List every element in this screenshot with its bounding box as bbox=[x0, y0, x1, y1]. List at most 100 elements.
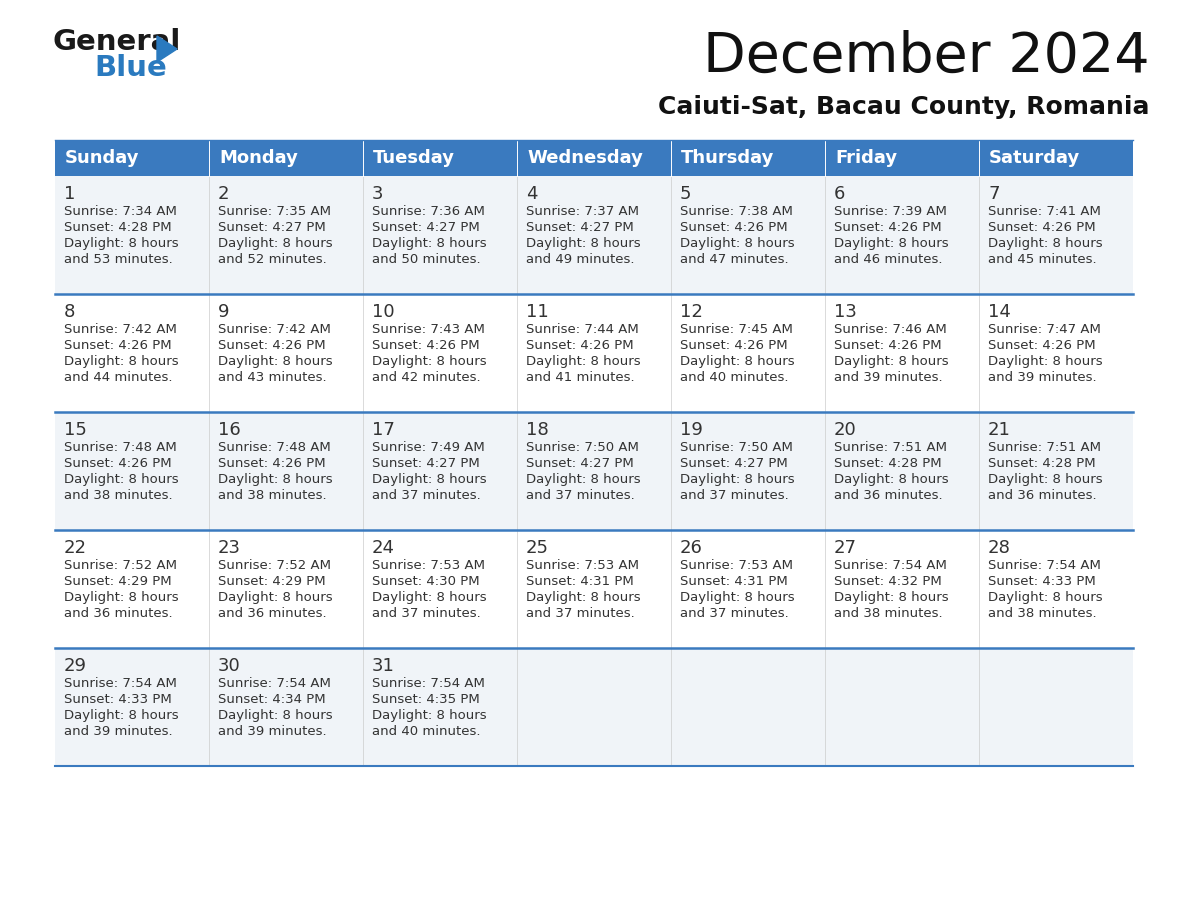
Text: and 38 minutes.: and 38 minutes. bbox=[834, 607, 942, 620]
Text: Sunset: 4:27 PM: Sunset: 4:27 PM bbox=[372, 221, 480, 234]
Text: Sunrise: 7:48 AM: Sunrise: 7:48 AM bbox=[219, 441, 330, 454]
Text: Sunset: 4:28 PM: Sunset: 4:28 PM bbox=[834, 457, 942, 470]
Text: Daylight: 8 hours: Daylight: 8 hours bbox=[526, 591, 640, 604]
Text: and 47 minutes.: and 47 minutes. bbox=[680, 253, 789, 266]
Text: 20: 20 bbox=[834, 421, 857, 439]
Text: Sunset: 4:30 PM: Sunset: 4:30 PM bbox=[372, 575, 480, 588]
Polygon shape bbox=[157, 36, 177, 62]
Text: Sunrise: 7:50 AM: Sunrise: 7:50 AM bbox=[526, 441, 639, 454]
Text: Sunset: 4:26 PM: Sunset: 4:26 PM bbox=[64, 457, 171, 470]
Text: Sunset: 4:31 PM: Sunset: 4:31 PM bbox=[526, 575, 633, 588]
Text: Daylight: 8 hours: Daylight: 8 hours bbox=[526, 237, 640, 250]
Text: and 50 minutes.: and 50 minutes. bbox=[372, 253, 481, 266]
Text: Sunrise: 7:51 AM: Sunrise: 7:51 AM bbox=[834, 441, 947, 454]
Text: 24: 24 bbox=[372, 539, 394, 557]
Bar bbox=[55, 140, 1133, 176]
Text: Daylight: 8 hours: Daylight: 8 hours bbox=[526, 473, 640, 486]
Text: Sunrise: 7:35 AM: Sunrise: 7:35 AM bbox=[219, 205, 331, 218]
Text: Sunset: 4:33 PM: Sunset: 4:33 PM bbox=[988, 575, 1095, 588]
Text: Daylight: 8 hours: Daylight: 8 hours bbox=[219, 237, 333, 250]
Text: Daylight: 8 hours: Daylight: 8 hours bbox=[834, 473, 949, 486]
Text: and 38 minutes.: and 38 minutes. bbox=[988, 607, 1097, 620]
Text: and 37 minutes.: and 37 minutes. bbox=[680, 607, 789, 620]
Text: Sunrise: 7:47 AM: Sunrise: 7:47 AM bbox=[988, 323, 1101, 336]
Text: Daylight: 8 hours: Daylight: 8 hours bbox=[680, 591, 795, 604]
Text: 4: 4 bbox=[526, 185, 537, 203]
Text: Sunset: 4:34 PM: Sunset: 4:34 PM bbox=[219, 693, 326, 706]
Text: Sunrise: 7:54 AM: Sunrise: 7:54 AM bbox=[64, 677, 177, 690]
Text: 18: 18 bbox=[526, 421, 549, 439]
Text: Daylight: 8 hours: Daylight: 8 hours bbox=[372, 709, 487, 722]
Text: 19: 19 bbox=[680, 421, 703, 439]
Text: Tuesday: Tuesday bbox=[373, 149, 455, 167]
Text: Daylight: 8 hours: Daylight: 8 hours bbox=[526, 355, 640, 368]
Text: Daylight: 8 hours: Daylight: 8 hours bbox=[219, 709, 333, 722]
Text: Sunrise: 7:48 AM: Sunrise: 7:48 AM bbox=[64, 441, 177, 454]
Text: 27: 27 bbox=[834, 539, 857, 557]
Text: and 52 minutes.: and 52 minutes. bbox=[219, 253, 327, 266]
Text: Sunrise: 7:52 AM: Sunrise: 7:52 AM bbox=[219, 559, 331, 572]
Text: Sunset: 4:29 PM: Sunset: 4:29 PM bbox=[219, 575, 326, 588]
Text: 3: 3 bbox=[372, 185, 384, 203]
Text: 8: 8 bbox=[64, 303, 75, 321]
Text: and 41 minutes.: and 41 minutes. bbox=[526, 371, 634, 384]
Text: Sunrise: 7:54 AM: Sunrise: 7:54 AM bbox=[834, 559, 947, 572]
Text: and 37 minutes.: and 37 minutes. bbox=[372, 489, 481, 502]
Text: Daylight: 8 hours: Daylight: 8 hours bbox=[64, 237, 178, 250]
Text: and 40 minutes.: and 40 minutes. bbox=[680, 371, 789, 384]
Text: Sunrise: 7:54 AM: Sunrise: 7:54 AM bbox=[988, 559, 1101, 572]
Text: and 39 minutes.: and 39 minutes. bbox=[988, 371, 1097, 384]
Text: Wednesday: Wednesday bbox=[527, 149, 643, 167]
Text: 21: 21 bbox=[988, 421, 1011, 439]
Text: Sunset: 4:28 PM: Sunset: 4:28 PM bbox=[64, 221, 171, 234]
Text: Sunrise: 7:42 AM: Sunrise: 7:42 AM bbox=[64, 323, 177, 336]
Text: and 45 minutes.: and 45 minutes. bbox=[988, 253, 1097, 266]
Text: Daylight: 8 hours: Daylight: 8 hours bbox=[988, 237, 1102, 250]
Text: Daylight: 8 hours: Daylight: 8 hours bbox=[64, 473, 178, 486]
Text: 10: 10 bbox=[372, 303, 394, 321]
Text: and 38 minutes.: and 38 minutes. bbox=[219, 489, 327, 502]
Text: 9: 9 bbox=[219, 303, 229, 321]
Text: and 36 minutes.: and 36 minutes. bbox=[219, 607, 327, 620]
Text: Daylight: 8 hours: Daylight: 8 hours bbox=[834, 591, 949, 604]
Text: 12: 12 bbox=[680, 303, 703, 321]
Text: Sunrise: 7:54 AM: Sunrise: 7:54 AM bbox=[372, 677, 485, 690]
Text: and 44 minutes.: and 44 minutes. bbox=[64, 371, 172, 384]
Text: Thursday: Thursday bbox=[681, 149, 775, 167]
Text: Sunset: 4:26 PM: Sunset: 4:26 PM bbox=[372, 339, 480, 352]
Text: and 38 minutes.: and 38 minutes. bbox=[64, 489, 172, 502]
Text: and 37 minutes.: and 37 minutes. bbox=[526, 607, 634, 620]
Text: Sunrise: 7:36 AM: Sunrise: 7:36 AM bbox=[372, 205, 485, 218]
Text: Sunset: 4:26 PM: Sunset: 4:26 PM bbox=[219, 457, 326, 470]
Text: 30: 30 bbox=[219, 657, 241, 675]
Text: Sunset: 4:26 PM: Sunset: 4:26 PM bbox=[834, 339, 942, 352]
Text: and 36 minutes.: and 36 minutes. bbox=[834, 489, 942, 502]
Text: and 36 minutes.: and 36 minutes. bbox=[988, 489, 1097, 502]
Text: Daylight: 8 hours: Daylight: 8 hours bbox=[834, 355, 949, 368]
Text: and 40 minutes.: and 40 minutes. bbox=[372, 725, 480, 738]
Text: Sunrise: 7:54 AM: Sunrise: 7:54 AM bbox=[219, 677, 331, 690]
Text: Sunset: 4:27 PM: Sunset: 4:27 PM bbox=[526, 457, 633, 470]
Text: Daylight: 8 hours: Daylight: 8 hours bbox=[64, 709, 178, 722]
Text: and 37 minutes.: and 37 minutes. bbox=[372, 607, 481, 620]
Text: 6: 6 bbox=[834, 185, 846, 203]
Text: Friday: Friday bbox=[835, 149, 897, 167]
Text: 5: 5 bbox=[680, 185, 691, 203]
Text: 13: 13 bbox=[834, 303, 857, 321]
Text: Daylight: 8 hours: Daylight: 8 hours bbox=[680, 473, 795, 486]
Text: and 39 minutes.: and 39 minutes. bbox=[219, 725, 327, 738]
Text: and 39 minutes.: and 39 minutes. bbox=[834, 371, 942, 384]
Text: Sunset: 4:27 PM: Sunset: 4:27 PM bbox=[372, 457, 480, 470]
Text: Sunday: Sunday bbox=[65, 149, 139, 167]
Text: Sunrise: 7:51 AM: Sunrise: 7:51 AM bbox=[988, 441, 1101, 454]
Text: Sunset: 4:28 PM: Sunset: 4:28 PM bbox=[988, 457, 1095, 470]
Text: Sunset: 4:35 PM: Sunset: 4:35 PM bbox=[372, 693, 480, 706]
Text: Sunset: 4:26 PM: Sunset: 4:26 PM bbox=[526, 339, 633, 352]
Text: 25: 25 bbox=[526, 539, 549, 557]
Text: Daylight: 8 hours: Daylight: 8 hours bbox=[988, 591, 1102, 604]
Text: Blue: Blue bbox=[94, 54, 166, 82]
Text: Sunset: 4:26 PM: Sunset: 4:26 PM bbox=[834, 221, 942, 234]
Text: 7: 7 bbox=[988, 185, 999, 203]
Text: Daylight: 8 hours: Daylight: 8 hours bbox=[372, 237, 487, 250]
Text: Sunrise: 7:38 AM: Sunrise: 7:38 AM bbox=[680, 205, 792, 218]
